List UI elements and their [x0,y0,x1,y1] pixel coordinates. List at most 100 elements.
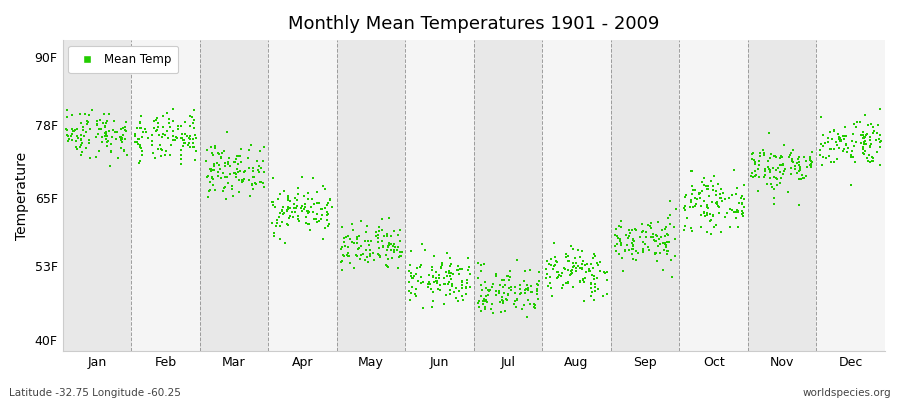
Point [392,248,407,255]
Point [462,264,476,270]
Point [697,175,711,181]
Point [401,288,416,294]
Point [206,152,220,158]
Point [543,274,557,280]
Point [86,107,100,113]
Point [501,273,516,280]
Point [491,288,506,294]
Point [734,195,748,202]
Point [70,126,85,132]
Point [455,284,470,291]
Point [703,218,717,224]
Point [438,292,453,298]
Point [403,290,418,296]
Point [856,150,870,156]
Point [113,126,128,132]
Point [441,280,455,287]
Point [253,148,267,154]
Point [837,133,851,140]
Point [745,170,760,177]
Point [99,130,113,136]
Point [824,136,839,142]
Point [437,281,452,287]
Point [349,252,364,258]
Point [381,243,395,250]
Point [473,308,488,314]
Point [572,265,587,272]
Point [599,269,614,276]
Point [386,248,400,255]
Point [585,272,599,278]
Point [791,176,806,183]
Point [486,281,500,287]
Point [767,174,781,180]
Point [495,297,509,303]
Point [799,172,814,179]
Point [96,120,111,126]
Point [475,287,490,294]
Point [426,273,440,280]
Point [529,281,544,287]
Point [392,253,407,259]
Point [856,143,870,150]
Point [688,195,703,201]
Point [275,207,290,213]
Point [748,172,762,179]
Point [290,196,304,203]
Point [540,270,554,277]
Point [266,232,281,239]
Point [444,270,458,276]
Point [355,218,369,224]
Point [414,280,428,286]
Point [184,136,198,142]
Point [94,126,108,132]
Point [428,269,443,275]
Point [667,236,681,242]
Point [684,168,698,174]
Point [786,147,800,154]
Point [495,294,509,300]
Point [526,301,541,307]
Point [776,161,790,167]
Point [524,283,538,290]
Point [652,250,667,256]
Point [483,287,498,294]
Point [440,272,454,279]
Point [648,250,662,256]
Point [95,134,110,140]
Point [518,290,532,296]
Point [864,141,878,147]
Point [74,136,88,143]
Point [376,233,391,239]
Point [435,260,449,266]
Point [476,261,491,268]
Point [62,136,77,142]
Point [186,107,201,113]
Point [614,224,628,231]
Point [688,186,702,193]
Point [756,146,770,153]
Point [312,200,327,206]
Point [218,174,232,180]
Point [381,256,395,262]
Point [587,297,601,304]
Point [114,134,129,140]
Point [564,267,579,273]
Point [128,131,142,137]
Point [747,157,761,163]
Point [479,297,493,303]
Point [814,114,828,120]
Point [115,136,130,142]
Point [575,260,590,267]
Point [776,162,790,168]
Point [736,196,751,203]
Point [228,170,242,176]
Point [445,276,459,282]
Point [521,286,535,293]
Point [161,120,176,126]
Point [847,143,861,150]
Point [530,286,544,292]
Point [723,195,737,202]
Point [650,232,664,239]
Point [213,174,228,181]
